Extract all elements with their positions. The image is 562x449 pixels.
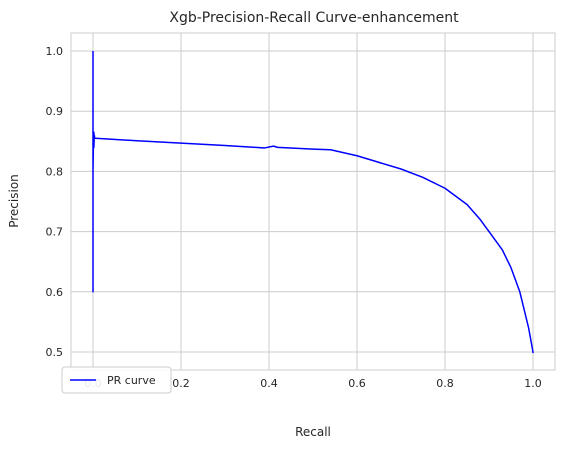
y-tick-label: 0.6 (46, 286, 64, 299)
y-tick-label: 0.5 (46, 346, 64, 359)
x-tick-label: 0.8 (436, 377, 454, 390)
y-axis-label: Precision (7, 174, 21, 228)
plot-frame (70, 32, 556, 371)
legend-box (61, 366, 172, 394)
y-tick-label: 0.9 (46, 105, 64, 118)
chart-title: Xgb-Precision-Recall Curve-enhancement (169, 10, 459, 26)
x-tick-label: 0.4 (260, 377, 278, 390)
x-axis-label: Recall (295, 425, 331, 439)
y-tick-label: 0.7 (46, 226, 64, 239)
x-tick-label: 1.0 (524, 377, 542, 390)
x-gridlines (92, 33, 534, 370)
y-tick-labels: 0.5 0.6 0.7 0.8 0.9 1.0 (46, 45, 64, 359)
x-tick-label: 0.6 (348, 377, 366, 390)
y-gridlines (71, 50, 555, 353)
legend-label: PR curve (107, 374, 156, 387)
y-tick-label: 1.0 (46, 45, 64, 58)
legend: PR curve (61, 366, 172, 394)
y-tick-label: 0.8 (46, 165, 64, 178)
series-line (92, 51, 534, 354)
x-tick-label: 0.2 (172, 377, 190, 390)
series-layer (92, 51, 534, 354)
